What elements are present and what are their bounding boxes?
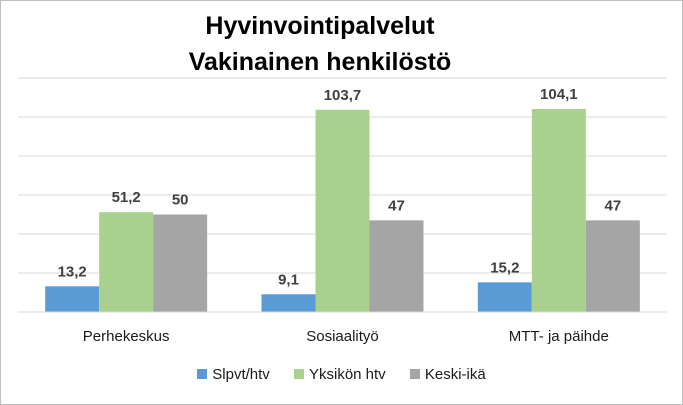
legend-item: Slpvt/htv — [197, 366, 270, 383]
chart-title: Hyvinvointipalvelut Vakinainen henkilöst… — [0, 8, 640, 80]
data-label: 103,7 — [324, 87, 362, 104]
legend-item: Keski-ikä — [409, 366, 486, 383]
data-label: 13,2 — [58, 263, 87, 280]
legend-label: Keski-ikä — [424, 366, 486, 383]
data-label: 50 — [172, 192, 189, 209]
data-label: 47 — [604, 197, 621, 214]
bar — [153, 214, 208, 312]
bar — [315, 109, 370, 312]
bar — [477, 282, 532, 312]
x-tick-label: Sosiaalityö — [306, 328, 379, 345]
bar — [99, 212, 154, 312]
legend-label: Slpvt/htv — [212, 366, 270, 383]
data-label: 9,1 — [278, 271, 299, 288]
x-tick-label: MTT- ja päihde — [509, 328, 609, 345]
bar — [369, 220, 424, 312]
chart-title-line-2: Vakinainen henkilöstö — [188, 48, 452, 76]
legend-label: Yksikön htv — [308, 366, 386, 383]
legend-swatch — [293, 369, 304, 379]
legend-swatch — [409, 369, 420, 379]
data-label: 104,1 — [540, 86, 578, 103]
bar — [585, 220, 640, 312]
chart-legend: Slpvt/htv Yksikön htv Keski-ikä — [0, 366, 683, 383]
chart-title-line-1: Hyvinvointipalvelut — [205, 12, 435, 40]
data-label: 15,2 — [490, 259, 519, 276]
x-tick-label: Perhekeskus — [83, 328, 170, 345]
data-label: 51,2 — [112, 189, 141, 206]
bar — [261, 294, 316, 312]
data-label: 47 — [388, 197, 405, 214]
legend-swatch — [197, 369, 208, 379]
bar — [531, 109, 586, 312]
bar — [45, 286, 100, 312]
legend-item: Yksikön htv — [293, 366, 386, 383]
